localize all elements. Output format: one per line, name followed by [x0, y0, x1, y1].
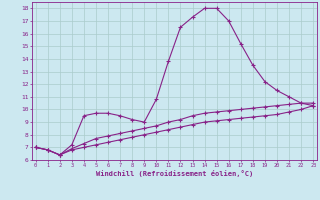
X-axis label: Windchill (Refroidissement éolien,°C): Windchill (Refroidissement éolien,°C) [96, 170, 253, 177]
